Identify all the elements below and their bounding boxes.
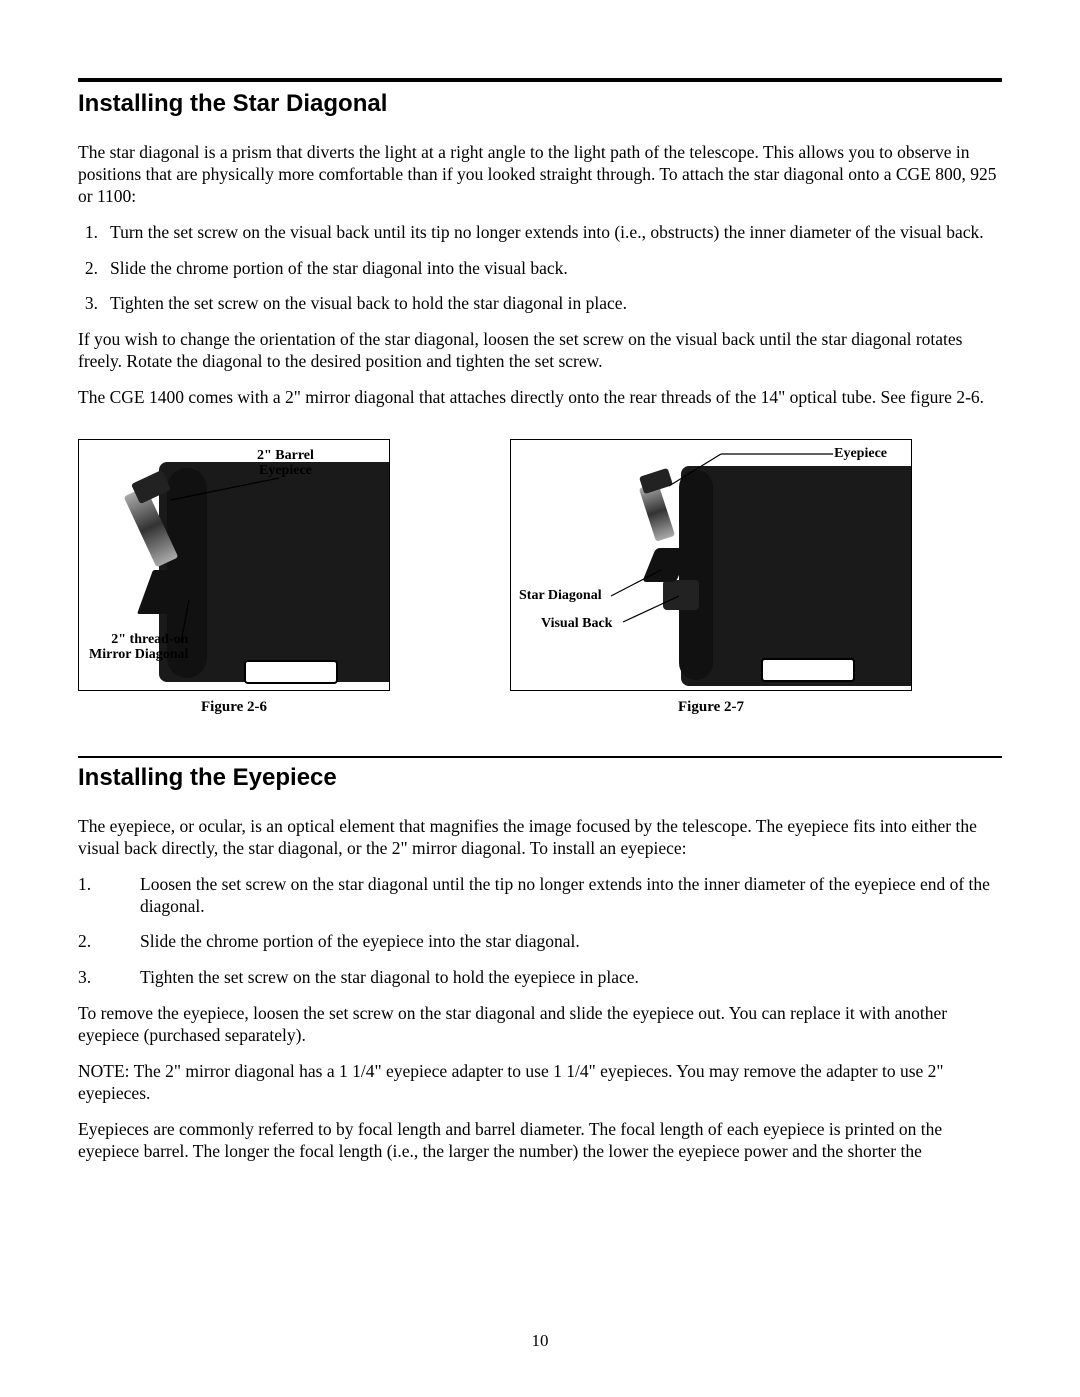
step-2-3-text: Tighten the set screw on the star diagon… <box>140 967 639 987</box>
para-intro-1: The star diagonal is a prism that divert… <box>78 142 1002 208</box>
label-star-diagonal: Star Diagonal <box>519 588 602 603</box>
figure-2-6: 2" Barrel Eyepiece 2" thread-on Mirror D… <box>78 439 390 691</box>
step-1-3: Tighten the set screw on the visual back… <box>78 293 1002 315</box>
heading-eyepiece: Installing the Eyepiece <box>78 764 1002 792</box>
step-2-2-text: Slide the chrome portion of the eyepiece… <box>140 931 580 951</box>
figure-2-7: Eyepiece Star Diagonal Visual Back <box>510 439 912 691</box>
step-2-1: 1.Loosen the set screw on the star diago… <box>78 874 1002 918</box>
figure-row: 2" Barrel Eyepiece 2" thread-on Mirror D… <box>78 439 1002 716</box>
rule-mid <box>78 756 1002 758</box>
label-eyepiece: Eyepiece <box>834 446 887 461</box>
caption-2-6: Figure 2-6 <box>78 699 390 716</box>
figure-2-6-wrap: 2" Barrel Eyepiece 2" thread-on Mirror D… <box>78 439 390 716</box>
page-number: 10 <box>0 1331 1080 1351</box>
para-note: NOTE: The 2" mirror diagonal has a 1 1/4… <box>78 1061 1002 1105</box>
label-barrel-eyepiece: 2" Barrel Eyepiece <box>257 448 314 479</box>
para-after-1a: If you wish to change the orientation of… <box>78 329 1002 373</box>
page: Installing the Star Diagonal The star di… <box>0 0 1080 1397</box>
step-2-1-text: Loosen the set screw on the star diagona… <box>140 874 990 916</box>
label-mirror-diagonal: 2" thread-on Mirror Diagonal <box>89 632 188 663</box>
label-visual-back: Visual Back <box>541 616 612 631</box>
para-remove: To remove the eyepiece, loosen the set s… <box>78 1003 1002 1047</box>
step-2-2: 2.Slide the chrome portion of the eyepie… <box>78 931 1002 953</box>
steps-list-1: Turn the set screw on the visual back un… <box>50 222 1002 316</box>
step-1-1: Turn the set screw on the visual back un… <box>78 222 1002 244</box>
para-after-1b: The CGE 1400 comes with a 2" mirror diag… <box>78 387 1002 409</box>
para-focal: Eyepieces are commonly referred to by fo… <box>78 1119 1002 1163</box>
para-intro-2: The eyepiece, or ocular, is an optical e… <box>78 816 1002 860</box>
rule-top <box>78 78 1002 82</box>
step-2-3: 3.Tighten the set screw on the star diag… <box>78 967 1002 989</box>
step-1-2: Slide the chrome portion of the star dia… <box>78 258 1002 280</box>
heading-star-diagonal: Installing the Star Diagonal <box>78 90 1002 118</box>
caption-2-7: Figure 2-7 <box>510 699 912 716</box>
steps-list-2: 1.Loosen the set screw on the star diago… <box>78 874 1002 990</box>
figure-2-7-wrap: Eyepiece Star Diagonal Visual Back Figur… <box>510 439 912 716</box>
